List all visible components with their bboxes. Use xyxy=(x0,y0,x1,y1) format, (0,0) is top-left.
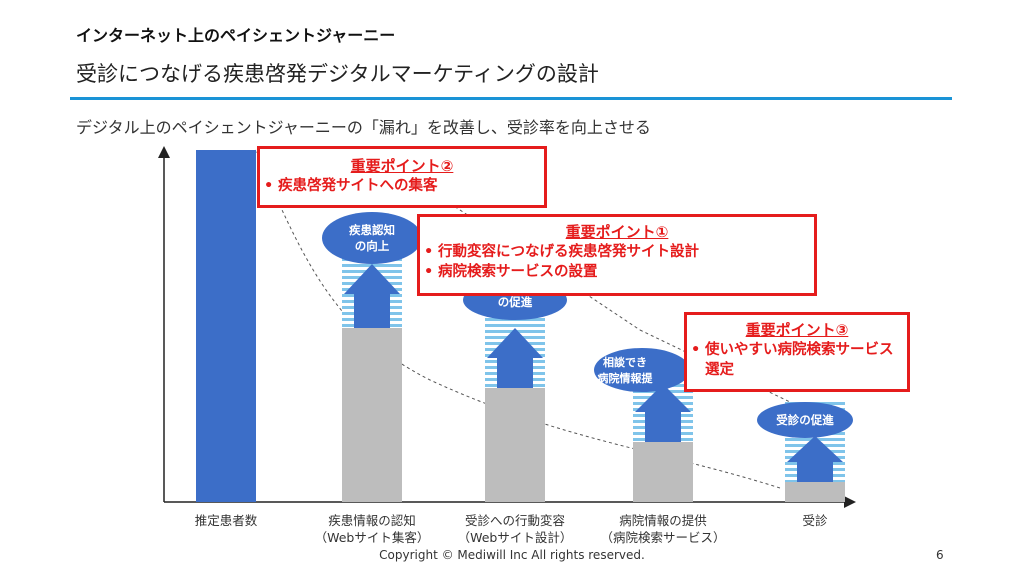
up-arrow-icon xyxy=(487,328,543,388)
category-line: 受診への行動変容 xyxy=(464,513,565,528)
title-divider xyxy=(70,97,952,100)
callout-item: 疾患啓発サイトへの集客 xyxy=(264,176,544,196)
callout-title: 重要ポイント② xyxy=(350,157,454,175)
bar-estimated-patients xyxy=(196,150,256,502)
oval-visit xyxy=(757,402,853,438)
oval-hospital-info xyxy=(594,348,690,392)
callout-point-2: 重要ポイント② 疾患啓発サイトへの集客 xyxy=(257,146,547,208)
callout-list: 疾患啓発サイトへの集客 xyxy=(260,176,544,196)
up-arrow-icon xyxy=(344,264,400,328)
oval-awareness xyxy=(322,212,422,264)
callout-item: 行動変容につなげる疾患啓発サイト設計 xyxy=(424,242,814,262)
category-label: 疾患情報の認知 （Webサイト集客） xyxy=(297,512,447,546)
callout-item: 使いやすい病院検索サービス選定 xyxy=(691,340,907,380)
bar-base-2 xyxy=(342,328,402,502)
category-line: 受診 xyxy=(802,513,828,528)
category-sub: （Webサイト集客） xyxy=(314,530,430,545)
callout-list: 行動変容につなげる疾患啓発サイト設計 病院検索サービスの設置 xyxy=(420,242,814,282)
callout-title: 重要ポイント① xyxy=(565,223,669,241)
category-label: 受診への行動変容 （Webサイト設計） xyxy=(440,512,590,546)
up-arrow-icon xyxy=(635,384,691,442)
callout-title: 重要ポイント③ xyxy=(745,321,849,339)
callout-point-3: 重要ポイント③ 使いやすい病院検索サービス選定 xyxy=(684,312,910,392)
oval-text: 受診の促進 xyxy=(776,413,834,427)
category-line: 病院情報の提供 xyxy=(619,513,707,528)
page-title: 受診につなげる疾患啓発デジタルマーケティングの設計 xyxy=(76,62,599,86)
callout-list: 使いやすい病院検索サービス選定 xyxy=(687,340,907,380)
category-label: 病院情報の提供 （病院検索サービス） xyxy=(588,512,738,546)
bar-base-3 xyxy=(485,388,545,502)
category-line: 推定患者数 xyxy=(194,513,258,528)
category-sub: （病院検索サービス） xyxy=(600,530,726,545)
category-line: 疾患情報の認知 xyxy=(328,513,416,528)
category-label: 受診 xyxy=(740,512,890,529)
oval-text: の促進 xyxy=(498,295,533,309)
header-title: インターネット上のペイシェントジャーニー xyxy=(76,26,396,45)
oval-text: 疾患認知 xyxy=(349,223,395,237)
leak-curve xyxy=(254,149,781,489)
oval-text: 病院情報提 xyxy=(598,371,654,385)
oval-text: の向上 xyxy=(355,239,390,253)
copyright: Copyright © Mediwill Inc All rights rese… xyxy=(379,548,645,562)
up-arrow-icon xyxy=(787,436,843,482)
category-label: 推定患者数 xyxy=(151,512,301,529)
page-subtitle: デジタル上のペイシェントジャーニーの「漏れ」を改善し、受診率を向上させる xyxy=(76,118,651,137)
oval-text: 相談でき xyxy=(603,355,647,369)
category-sub: （Webサイト設計） xyxy=(457,530,573,545)
callout-point-1: 重要ポイント① 行動変容につなげる疾患啓発サイト設計 病院検索サービスの設置 xyxy=(417,214,817,296)
bar-base-5 xyxy=(785,482,845,502)
callout-item: 病院検索サービスの設置 xyxy=(424,262,814,282)
bar-base-4 xyxy=(633,442,693,502)
page-number: 6 xyxy=(936,548,944,562)
